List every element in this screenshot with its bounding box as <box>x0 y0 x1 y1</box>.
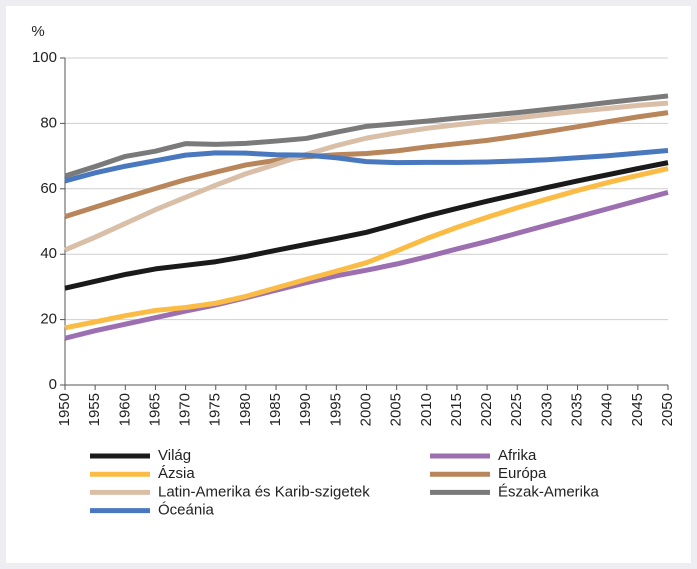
series-line <box>64 160 669 291</box>
x-tick-label: 2015 <box>448 393 465 426</box>
y-axis-label: % <box>31 23 44 40</box>
x-tick-label: 1975 <box>207 393 224 426</box>
y-tick-label: 40 <box>40 245 57 262</box>
legend-label: Latin-Amerika és Karib-szigetek <box>158 483 370 500</box>
x-tick-label: 1960 <box>116 393 133 426</box>
x-tick-label: 2025 <box>508 393 525 426</box>
legend-label: Ázsia <box>158 465 195 482</box>
x-tick-label: 1995 <box>327 393 344 426</box>
y-tick-label: 20 <box>40 311 57 328</box>
panel <box>6 6 691 563</box>
x-tick-label: 1955 <box>86 393 103 426</box>
x-tick-label: 2020 <box>478 393 495 426</box>
x-tick-label: 2045 <box>629 393 646 426</box>
legend-label: Észak-Amerika <box>498 483 600 500</box>
x-tick-label: 1985 <box>267 393 284 426</box>
series-line <box>64 166 669 331</box>
x-tick-label: 2030 <box>538 393 555 426</box>
x-tick-label: 1970 <box>177 393 194 426</box>
x-tick-label: 2005 <box>388 393 405 426</box>
legend-label: Európa <box>498 465 547 482</box>
y-tick-label: 100 <box>32 49 57 66</box>
series-line <box>64 189 669 341</box>
legend-label: Világ <box>158 447 191 464</box>
y-tick-label: 60 <box>40 180 57 197</box>
x-tick-label: 2035 <box>569 393 586 426</box>
x-tick-label: 1950 <box>56 393 73 426</box>
x-tick-label: 2050 <box>659 393 676 426</box>
y-tick-label: 0 <box>49 376 57 393</box>
x-tick-label: 1990 <box>297 393 314 426</box>
series-line <box>64 110 669 219</box>
series-line <box>64 148 669 184</box>
legend-label: Afrika <box>498 447 537 464</box>
x-tick-label: 1965 <box>146 393 163 426</box>
x-tick-label: 2040 <box>599 393 616 426</box>
series-line <box>64 100 669 253</box>
legend-label: Óceánia <box>158 502 215 519</box>
y-tick-label: 80 <box>40 114 57 131</box>
x-tick-label: 2010 <box>418 393 435 426</box>
x-tick-label: 2000 <box>357 393 374 426</box>
x-tick-label: 1980 <box>237 393 254 426</box>
series-line <box>64 93 669 179</box>
